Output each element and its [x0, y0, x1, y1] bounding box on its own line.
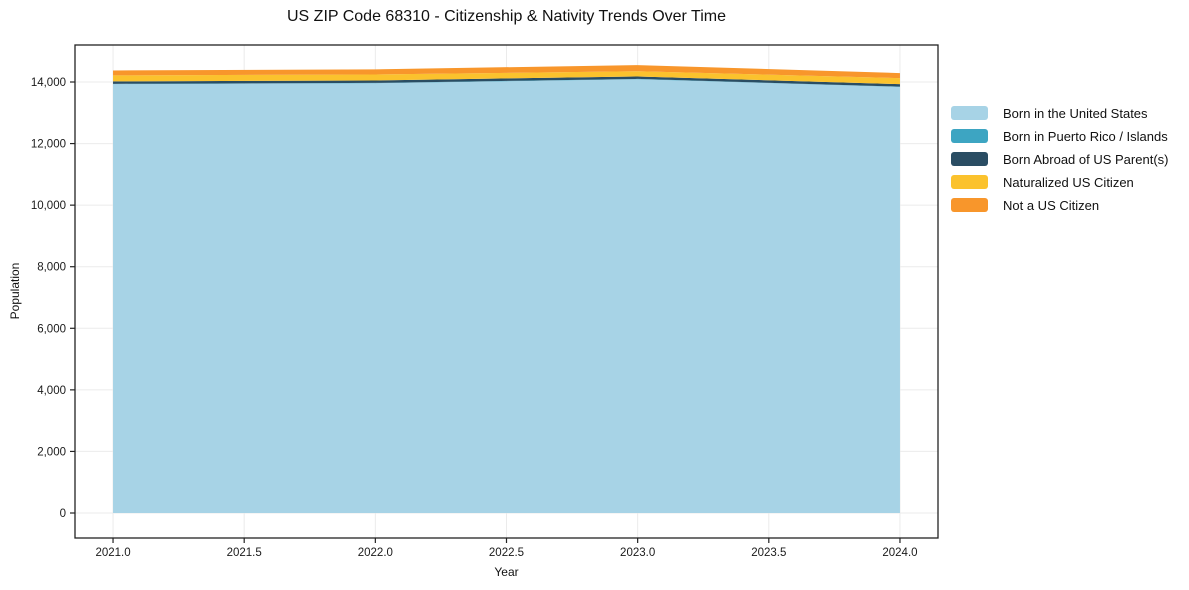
- area-born-abroad-of-us-parent-s-: [113, 76, 900, 87]
- y-tick-label: 2,000: [37, 446, 66, 458]
- legend-swatch: [951, 129, 988, 143]
- y-tick-label: 8,000: [37, 262, 66, 274]
- y-axis-label: Population: [8, 262, 22, 320]
- area-born-in-puerto-rico-islands: [113, 78, 900, 87]
- legend-label: Not a US Citizen: [1003, 197, 1100, 213]
- x-tick-label: 2022.0: [358, 547, 393, 559]
- legend-item: Not a US Citizen: [951, 197, 1168, 213]
- x-axis-label: Year: [494, 565, 519, 579]
- x-tick-label: 2023.5: [751, 547, 786, 559]
- chart-title: US ZIP Code 68310 - Citizenship & Nativi…: [287, 8, 726, 25]
- legend-label: Naturalized US Citizen: [1003, 174, 1134, 190]
- legend-swatch: [951, 198, 988, 212]
- legend-item: Born in Puerto Rico / Islands: [951, 128, 1168, 144]
- y-tick-label: 4,000: [37, 385, 66, 397]
- area-naturalized-us-citizen: [113, 71, 900, 85]
- legend-label: Born in Puerto Rico / Islands: [1003, 128, 1168, 144]
- area-born-in-the-united-states: [113, 79, 900, 513]
- legend-item: Born in the United States: [951, 105, 1168, 121]
- legend-item: Naturalized US Citizen: [951, 174, 1168, 190]
- x-tick-label: 2021.5: [227, 547, 262, 559]
- area-not-a-us-citizen: [113, 65, 900, 79]
- legend-label: Born Abroad of US Parent(s): [1003, 151, 1169, 167]
- legend: Born in the United States Born in Puerto …: [951, 106, 1168, 221]
- x-tick-label: 2021.0: [95, 547, 130, 559]
- legend-swatch: [951, 175, 988, 189]
- y-tick-label: 0: [60, 508, 66, 520]
- legend-item: Born Abroad of US Parent(s): [951, 151, 1169, 167]
- legend-label: Born in the United States: [1003, 105, 1148, 121]
- legend-swatch: [951, 152, 988, 166]
- y-tick-label: 12,000: [31, 139, 66, 151]
- tick-marks: [70, 81, 901, 543]
- tick-labels: 0 2,000 4,000 6,000 8,000 10,000 12,000 14,000 2…: [31, 77, 918, 559]
- y-tick-label: 6,000: [37, 323, 66, 335]
- x-tick-label: 2022.5: [489, 547, 524, 559]
- x-tick-label: 2024.0: [882, 547, 917, 559]
- y-tick-label: 14,000: [31, 77, 66, 89]
- y-tick-label: 10,000: [31, 200, 66, 212]
- stacked-areas: [113, 65, 900, 513]
- legend-swatch: [951, 106, 988, 120]
- x-tick-label: 2023.0: [620, 547, 655, 559]
